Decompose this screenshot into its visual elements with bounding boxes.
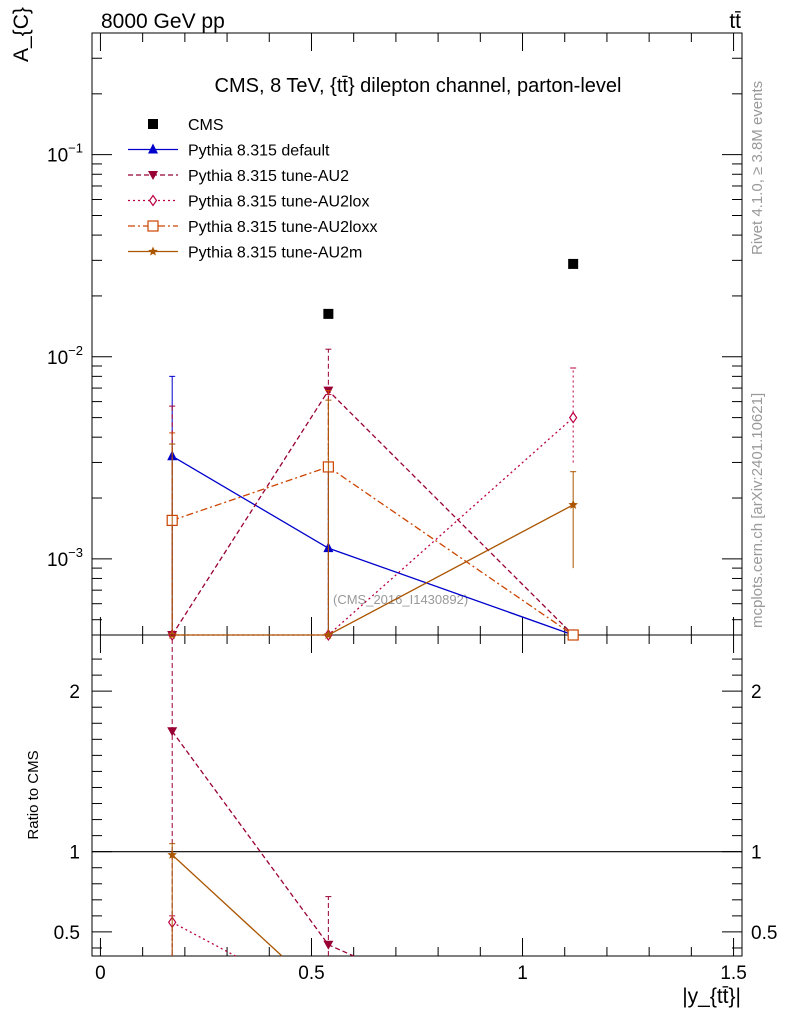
ratio-y-tick-label-right: 0.5	[751, 923, 777, 944]
main-y-tick-label: 10−1	[47, 141, 83, 167]
main-y-tick-exponent: −2	[68, 343, 83, 358]
x-tick-label: 1.5	[720, 963, 746, 984]
ratio-series-line	[171, 854, 283, 957]
ratio-data-point	[167, 727, 178, 737]
ratio-plot-frame	[91, 634, 743, 957]
ratio-y-tick-label-right: 2	[751, 682, 762, 703]
ratio-series-1	[167, 915, 236, 957]
analysis-watermark: (CMS_2016_I1430892)	[333, 592, 468, 607]
data-point	[568, 499, 578, 509]
chart-title: CMS, 8 TeV, {tt̄} dilepton channel, part…	[215, 75, 622, 97]
main-y-tick-mantissa: 10	[47, 348, 68, 369]
ratio-y-tick-label: 1	[69, 843, 80, 864]
main-y-tick-exponent: −3	[68, 545, 83, 560]
legend-entry: Pythia 8.315 tune-AU2loxx	[188, 219, 377, 236]
legend: CMS Pythia 8.315 default Pythia 8.315 tune…	[128, 117, 377, 262]
ratio-y-tick-label: 2	[69, 682, 80, 703]
legend-marker	[148, 246, 158, 256]
main-y-tick-mantissa: 10	[47, 146, 68, 167]
mcplots-label: mcplots.cern.ch [arXiv:2401.10621]	[749, 393, 766, 628]
series-line	[171, 455, 574, 636]
rivet-label: Rivet 4.1.0, ≥ 3.8M events	[749, 81, 766, 255]
legend-marker	[148, 143, 158, 154]
beam-label: 8000 GeV pp	[101, 10, 225, 33]
main-y-tick-exponent: −1	[68, 141, 83, 156]
ratio-data-point	[323, 940, 334, 950]
legend-marker	[148, 119, 158, 129]
ratio-series-2	[167, 843, 283, 957]
legend-marker	[148, 194, 158, 207]
x-tick-label: 0.5	[298, 963, 324, 984]
legend-marker	[147, 220, 159, 232]
ratio-series-0	[167, 634, 354, 957]
main-y-tick-label: 10−3	[47, 545, 83, 571]
series-0	[323, 258, 579, 319]
main-series-layer	[166, 258, 579, 642]
data-point	[323, 308, 334, 319]
legend-marker	[148, 171, 158, 180]
ratio-series-layer	[167, 634, 354, 957]
ratio-y-axis-label: Ratio to CMS	[25, 750, 42, 839]
series-line	[172, 504, 574, 636]
x-tick-label: 0	[95, 963, 106, 984]
ratio-series-line	[171, 921, 236, 957]
process-label: tt̄	[729, 10, 741, 33]
main-y-tick-mantissa: 10	[47, 550, 68, 571]
x-tick-label: 1	[517, 963, 528, 984]
legend-entry: CMS	[188, 117, 224, 134]
ratio-data-point	[167, 849, 177, 859]
data-point	[567, 629, 579, 641]
ratio-series-line	[171, 730, 354, 957]
ratio-axis-ticks: 0 0.5 1 1.50.5 0.51 12 2	[54, 635, 777, 984]
data-point	[323, 630, 334, 639]
main-y-tick-label: 10−2	[47, 343, 83, 369]
legend-entry: Pythia 8.315 default	[188, 143, 330, 160]
x-axis-label: |y_{tt̄}|	[682, 985, 741, 1008]
legend-entry: Pythia 8.315 tune-AU2	[188, 168, 349, 185]
ratio-y-tick-label: 0.5	[54, 923, 80, 944]
main-axis-ticks: 10−110−210−3	[47, 32, 742, 635]
main-y-axis-label: A_{C}	[10, 7, 33, 62]
legend-entry: Pythia 8.315 tune-AU2lox	[188, 194, 369, 211]
data-point	[568, 411, 578, 424]
data-point	[568, 258, 579, 269]
legend-entry: Pythia 8.315 tune-AU2m	[188, 245, 362, 262]
ratio-y-tick-label-right: 1	[751, 843, 762, 864]
main-y-axis-label-text: A_{C}	[10, 7, 33, 62]
